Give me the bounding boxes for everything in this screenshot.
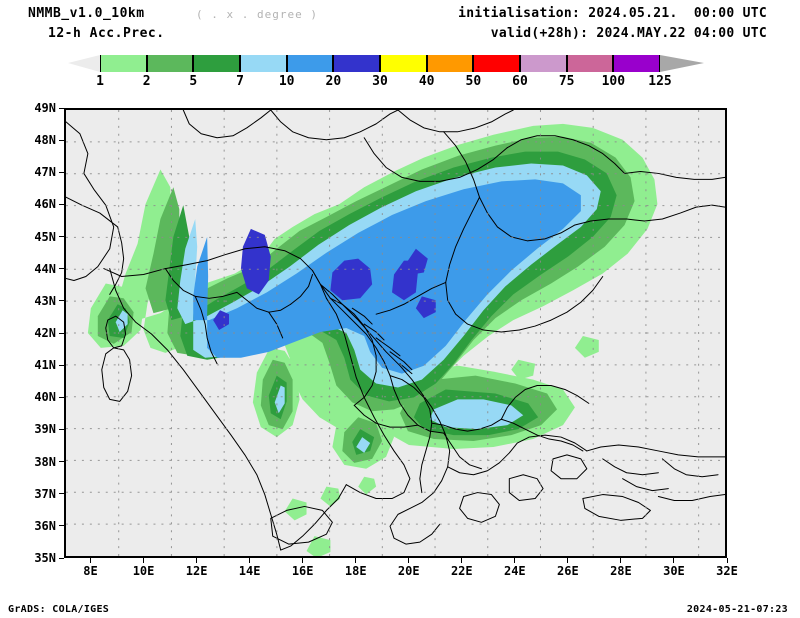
colorbar-segment xyxy=(100,55,147,72)
latitude-tick-label: 43N xyxy=(34,293,56,308)
colorbar-tick-label: 75 xyxy=(558,74,575,89)
latitude-tick-mark xyxy=(59,396,64,398)
longitude-tick-mark xyxy=(355,558,357,563)
colorbar-segment xyxy=(473,55,520,72)
longitude-tick-label: 26E xyxy=(557,564,579,578)
latitude-tick-label: 45N xyxy=(34,229,56,244)
latitude-tick-mark xyxy=(59,493,64,495)
latitude-tick-mark xyxy=(59,364,64,366)
latitude-tick-label: 42N xyxy=(34,326,56,340)
colorbar-segment xyxy=(520,55,567,72)
latitude-tick-label: 37N xyxy=(34,486,56,501)
latitude-tick-mark xyxy=(59,171,64,173)
precipitation-map[interactable] xyxy=(64,108,727,558)
longitude-tick-label: 28E xyxy=(610,564,632,578)
longitude-tick-mark xyxy=(514,558,516,563)
longitude-tick-mark xyxy=(726,558,728,563)
colorbar-segment xyxy=(240,55,287,72)
latitude-tick-label: 39N xyxy=(34,422,56,437)
colorbar-segment xyxy=(286,55,334,72)
colorbar-tick-label: 20 xyxy=(325,74,342,89)
colorbar-tick-label: 30 xyxy=(372,74,388,89)
footer-credit: GrADS: COLA/IGES xyxy=(8,604,110,615)
longitude-tick-label: 8E xyxy=(83,564,98,578)
model-title: NMMB_v1.0_10km xyxy=(28,6,145,21)
colorbar-segment xyxy=(193,55,240,72)
latitude-tick-mark xyxy=(59,300,64,302)
latitude-tick-mark xyxy=(59,461,64,463)
latitude-tick-mark xyxy=(59,107,64,109)
colorbar-tick-label: 1 xyxy=(96,74,104,89)
longitude-tick-label: 12E xyxy=(185,564,208,578)
latitude-tick-label: 41N xyxy=(34,358,56,373)
units-subtitle: ( . x . degree ) xyxy=(196,8,318,21)
longitude-tick-mark xyxy=(620,558,622,563)
colorbar-strip xyxy=(68,55,704,72)
longitude-tick-label: 24E xyxy=(503,564,526,578)
latitude-tick-mark xyxy=(59,428,64,430)
longitude-tick-mark xyxy=(196,558,198,563)
longitude-tick-label: 20E xyxy=(397,564,420,578)
latitude-tick-mark xyxy=(59,139,64,141)
colorbar-segment xyxy=(426,55,474,72)
gridlines-layer xyxy=(66,110,725,556)
colorbar-segment xyxy=(380,55,427,72)
colorbar-tick-label: 2 xyxy=(142,74,151,89)
latitude-tick-label: 44N xyxy=(34,261,56,276)
latitude-tick-mark xyxy=(59,557,64,559)
colorbar-segment xyxy=(566,55,614,72)
latitude-tick-mark xyxy=(59,525,64,527)
colorbar-tick-label: 5 xyxy=(189,74,198,89)
latitude-tick-label: 38N xyxy=(34,454,56,469)
latitude-tick-mark xyxy=(59,332,64,334)
colorbar-tick-label: 100 xyxy=(601,74,626,89)
colorbar-tick-label: 10 xyxy=(278,74,295,89)
longitude-tick-label: 10E xyxy=(132,564,155,578)
longitude-tick-label: 14E xyxy=(238,564,261,578)
field-title: 12-h Acc.Prec. xyxy=(48,26,165,41)
latitude-tick-label: 47N xyxy=(34,165,56,180)
latitude-tick-label: 40N xyxy=(34,390,56,405)
longitude-tick-label: 18E xyxy=(344,564,367,578)
colorbar-tick-label: 125 xyxy=(648,74,672,89)
latitude-tick-label: 46N xyxy=(34,197,56,212)
latitude-tick-mark xyxy=(59,268,64,270)
longitude-tick-mark xyxy=(302,558,304,563)
longitude-tick-label: 32E xyxy=(716,564,738,578)
initialisation-time: initialisation: 2024.05.21. 00:00 UTC xyxy=(458,6,767,21)
footer-timestamp: 2024-05-21-07:23 xyxy=(686,604,788,615)
coastlines-layer xyxy=(66,121,725,551)
latitude-tick-label: 36N xyxy=(34,518,56,533)
valid-time: valid(+28h): 2024.MAY.22 04:00 UTC xyxy=(490,26,767,41)
latitude-tick-mark xyxy=(59,236,64,238)
colorbar-segment xyxy=(146,55,194,72)
longitude-tick-mark xyxy=(249,558,251,563)
longitude-tick-mark xyxy=(143,558,145,563)
colorbar-tick-label: 40 xyxy=(418,74,435,89)
colorbar-over-arrow xyxy=(660,55,704,72)
latitude-tick-label: 49N xyxy=(34,101,56,115)
colorbar-segment xyxy=(333,55,380,72)
colorbar-tick-label: 7 xyxy=(236,74,244,89)
longitude-tick-mark xyxy=(90,558,92,563)
longitude-tick-label: 16E xyxy=(291,564,314,578)
longitude-tick-label: 22E xyxy=(450,564,473,578)
colorbar-tick-label: 50 xyxy=(465,74,482,89)
latitude-tick-label: 48N xyxy=(34,133,56,148)
latitude-tick-mark xyxy=(59,203,64,205)
longitude-tick-label: 30E xyxy=(663,564,685,578)
longitude-tick-mark xyxy=(461,558,463,563)
colorbar-legend: 1 2 5 7 10 20 30 40 50 60 75 100 125 xyxy=(0,0,800,95)
longitude-tick-mark xyxy=(408,558,410,563)
longitude-tick-mark xyxy=(567,558,569,563)
colorbar-under-arrow xyxy=(68,55,100,72)
borders-layer xyxy=(109,110,725,494)
longitude-tick-mark xyxy=(673,558,675,563)
colorbar-segment xyxy=(613,55,660,72)
latitude-tick-label: 35N xyxy=(34,551,56,565)
map-canvas xyxy=(66,110,725,556)
colorbar-tick-label: 60 xyxy=(512,74,528,89)
